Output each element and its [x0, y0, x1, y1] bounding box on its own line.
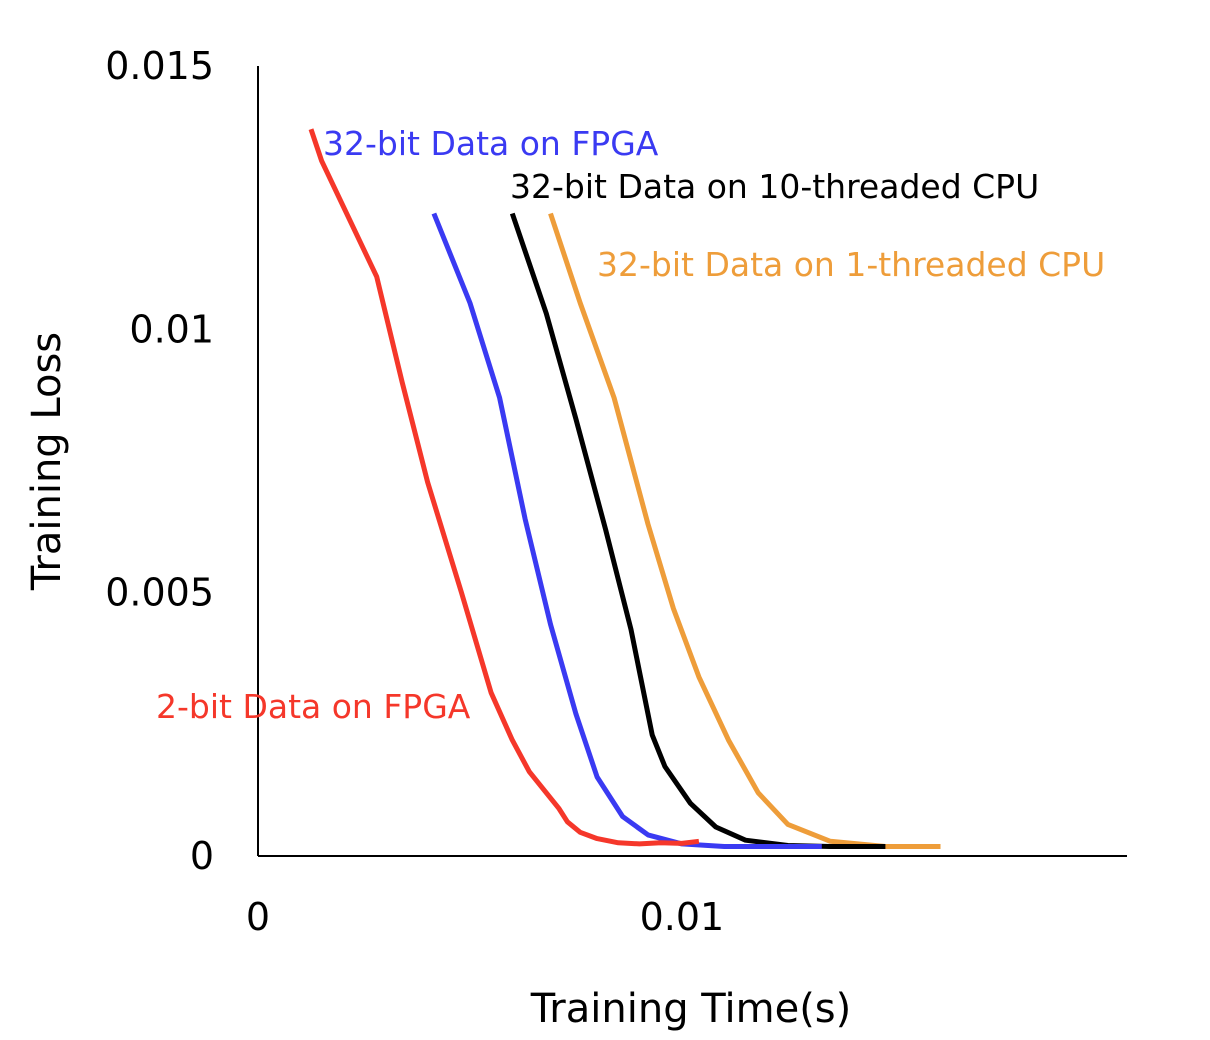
- y-ticks: 0 0.005 0.01 0.015: [105, 44, 214, 878]
- series-label-cpu-1thread: 32-bit Data on 1-threaded CPU: [597, 245, 1105, 284]
- y-tick-label: 0.005: [105, 571, 214, 615]
- series-line-2: [509, 212, 886, 849]
- x-tick-label: 0: [246, 895, 270, 939]
- series-line-0: [308, 128, 700, 847]
- y-axis-title: Training Loss: [24, 332, 70, 591]
- x-ticks: 0 0.01: [246, 895, 724, 939]
- series-label-fpga-32bit: 32-bit Data on FPGA: [323, 124, 659, 163]
- y-tick-label: 0: [190, 834, 214, 878]
- series-line-1: [431, 212, 822, 849]
- series-lines: [308, 128, 941, 849]
- x-axis-title: Training Time(s): [530, 986, 852, 1032]
- series-label-fpga-2bit: 2-bit Data on FPGA: [156, 687, 471, 726]
- series-line-3: [548, 212, 941, 849]
- x-tick-label: 0.01: [640, 895, 725, 939]
- y-tick-label: 0.01: [129, 307, 214, 351]
- series-labels: 32-bit Data on FPGA 32-bit Data on 10-th…: [156, 124, 1105, 726]
- series-label-cpu-10thread: 32-bit Data on 10-threaded CPU: [510, 167, 1039, 206]
- y-tick-label: 0.015: [105, 44, 214, 88]
